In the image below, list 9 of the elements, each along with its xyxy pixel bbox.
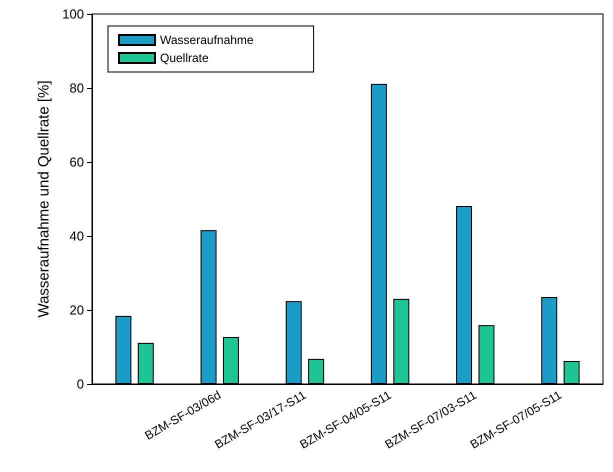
legend-label: Wasseraufnahme — [160, 33, 254, 47]
y-tick-label: 100 — [62, 6, 84, 22]
y-tick-label: 20 — [70, 302, 84, 318]
y-tick-label: 60 — [70, 154, 84, 170]
y-axis-title: Wasseraufnahme und Quellrate [%] — [35, 80, 52, 318]
y-tick-label: 80 — [70, 80, 84, 96]
y-tick-label: 40 — [70, 228, 84, 244]
y-tick-label: 0 — [76, 376, 84, 392]
legend-label: Quellrate — [160, 51, 210, 65]
